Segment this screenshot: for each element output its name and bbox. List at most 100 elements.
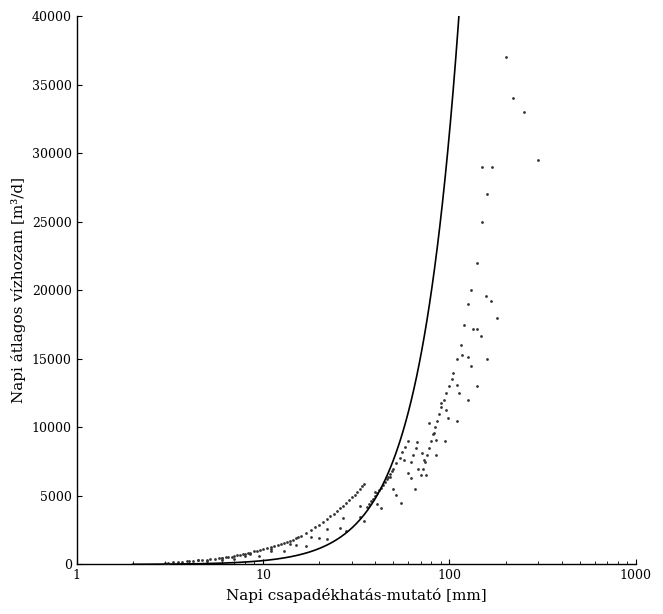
Point [341, 526, 351, 536]
Point [426, 436, 437, 446]
Point [438, 395, 449, 405]
Point [462, 299, 473, 309]
Point [472, 324, 483, 333]
Point [440, 436, 451, 446]
Point [487, 162, 498, 172]
Point [290, 534, 301, 543]
Point [168, 558, 178, 567]
Point [482, 354, 493, 363]
Point [424, 418, 435, 428]
X-axis label: Napi csapadékhatás-mutató [mm]: Napi csapadékhatás-mutató [mm] [226, 588, 487, 603]
Point [285, 539, 296, 549]
Point [518, 107, 529, 117]
Point [352, 487, 363, 497]
Point [412, 438, 422, 448]
Point [177, 557, 188, 567]
Point [481, 291, 492, 301]
Point [196, 555, 207, 565]
Point [216, 553, 227, 563]
Point [279, 538, 290, 548]
Point [416, 448, 427, 458]
Point [448, 368, 459, 378]
Point [409, 484, 420, 494]
Point [397, 447, 408, 457]
Point [402, 436, 413, 446]
Point [305, 526, 316, 535]
Point [388, 484, 398, 494]
Point [357, 481, 367, 491]
Point [465, 361, 476, 371]
Point [378, 480, 389, 490]
Point [383, 472, 394, 481]
Point [442, 413, 453, 422]
Point [372, 488, 383, 498]
Point [476, 330, 487, 340]
Point [239, 551, 250, 561]
Point [296, 530, 306, 540]
Point [290, 540, 301, 550]
Point [368, 494, 379, 503]
Y-axis label: Napi átlagos vízhozam [m³/d]: Napi átlagos vízhozam [m³/d] [11, 177, 26, 403]
Point [322, 524, 332, 534]
Point [322, 515, 332, 524]
Point [193, 556, 204, 565]
Point [428, 429, 439, 439]
Point [314, 520, 324, 530]
Point [477, 217, 487, 227]
Point [213, 553, 224, 563]
Point [314, 533, 324, 543]
Point [446, 375, 457, 384]
Point [282, 537, 292, 547]
Point [182, 556, 192, 566]
Point [391, 489, 402, 499]
Point [184, 556, 194, 566]
Point [462, 395, 473, 405]
Point [216, 553, 227, 562]
Point [436, 402, 446, 412]
Point [239, 549, 250, 559]
Point [325, 511, 335, 521]
Point [347, 492, 357, 502]
Point [421, 470, 432, 480]
Point [354, 484, 365, 494]
Point [418, 456, 429, 465]
Point [210, 554, 220, 564]
Point [430, 422, 441, 432]
Point [354, 500, 365, 510]
Point [441, 405, 452, 414]
Point [452, 416, 463, 426]
Point [249, 546, 260, 556]
Point [452, 354, 463, 363]
Point [245, 548, 255, 558]
Point [420, 457, 430, 467]
Point [253, 551, 264, 561]
Point [372, 499, 383, 509]
Point [379, 477, 390, 487]
Point [272, 540, 283, 550]
Point [229, 551, 239, 561]
Point [387, 467, 397, 476]
Point [455, 340, 466, 350]
Point [431, 450, 442, 460]
Point [245, 548, 255, 558]
Point [359, 479, 370, 489]
Point [388, 464, 398, 473]
Point [441, 388, 452, 398]
Point [335, 523, 345, 533]
Point [235, 550, 245, 560]
Point [172, 557, 183, 567]
Point [408, 450, 418, 460]
Point [471, 381, 482, 391]
Point [344, 495, 355, 505]
Point [232, 551, 243, 561]
Point [335, 503, 345, 513]
Point [227, 551, 237, 561]
Point [462, 352, 473, 362]
Point [202, 556, 212, 566]
Point [444, 381, 455, 391]
Point [285, 536, 296, 546]
Point [486, 297, 497, 306]
Point [265, 545, 276, 554]
Point [359, 516, 370, 526]
Point [332, 506, 343, 516]
